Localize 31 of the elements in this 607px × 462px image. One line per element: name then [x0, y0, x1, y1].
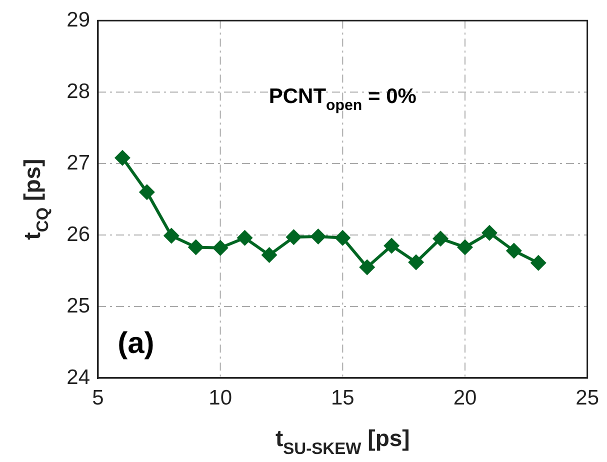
point	[236, 230, 253, 246]
point	[310, 228, 326, 244]
y-tick-label: 24	[66, 366, 90, 389]
y-tick-label: 27	[66, 151, 90, 174]
point	[188, 239, 204, 256]
point	[334, 230, 351, 246]
point	[163, 228, 180, 244]
point	[138, 184, 155, 200]
point	[530, 254, 546, 271]
point	[261, 247, 278, 264]
y-axis-title: tCQ [ps]	[19, 158, 52, 240]
x-tick-label: 20	[453, 386, 477, 410]
point	[212, 240, 228, 256]
point	[408, 254, 424, 270]
point	[432, 230, 449, 247]
point	[359, 259, 376, 276]
y-tick-label: 29	[66, 8, 90, 32]
x-tick-label: 5	[92, 386, 104, 410]
y-tick-label: 28	[66, 80, 90, 103]
y-tick-label: 25	[66, 294, 90, 318]
point	[384, 238, 400, 254]
x-tick-label: 15	[330, 386, 354, 410]
x-tick-label: 10	[208, 386, 232, 410]
point	[481, 224, 498, 241]
point	[506, 242, 522, 259]
x-tick-label: 25	[576, 386, 599, 410]
point	[114, 150, 130, 166]
annotation: (a)	[118, 326, 154, 360]
y-tick-label: 26	[66, 222, 90, 246]
point	[286, 229, 302, 246]
point	[456, 239, 473, 256]
